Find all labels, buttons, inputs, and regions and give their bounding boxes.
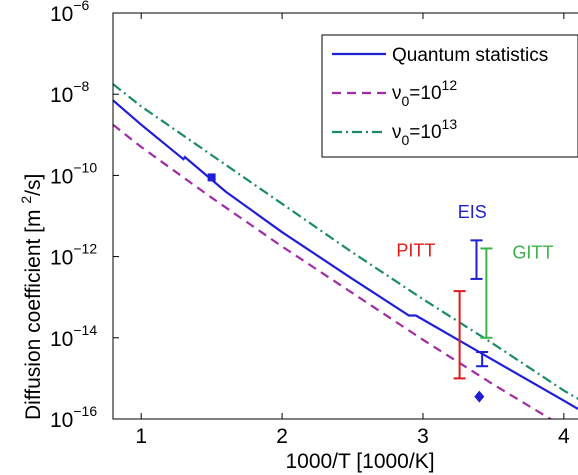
- plot-frame: [112, 12, 578, 420]
- error-bar-label-0: EIS: [458, 202, 487, 222]
- y-tick-label-4: 10−14: [50, 322, 97, 351]
- error-bar-1: [476, 351, 489, 368]
- y-tick-label-3: 10−12: [50, 241, 97, 270]
- diamond-point: [474, 390, 485, 403]
- y-tick-label-0: 10−6: [50, 0, 90, 26]
- y-axis-label: Diffusion coefficient [m 2/s]: [18, 174, 45, 420]
- error-bar-0: [470, 239, 483, 280]
- legend-label-nu13: ν0=1013: [392, 116, 457, 148]
- y-axis-label-sup: 2: [18, 196, 34, 204]
- error-bar-2: [453, 290, 466, 380]
- y-axis-label-main: Diffusion coefficient [m: [22, 204, 45, 420]
- x-axis-label: 1000/T [1000/K]: [285, 450, 434, 473]
- error-bar-3: [480, 247, 493, 339]
- x-tick-label-2: 3: [417, 425, 429, 448]
- y-tick-label-2: 10−10: [50, 159, 97, 188]
- y-axis-label-end: /s]: [22, 174, 45, 196]
- legend-label-nu12: ν0=1012: [392, 77, 457, 109]
- series-line-0: [113, 99, 578, 410]
- series-line-1: [113, 123, 553, 419]
- x-tick-label-0: 1: [135, 425, 147, 448]
- error-bar-label-2: PITT: [396, 241, 435, 261]
- series-line-2: [113, 83, 578, 401]
- error-bar-label-3: GITT: [512, 243, 553, 263]
- square-point: [207, 173, 216, 182]
- y-tick-label-1: 10−8: [50, 78, 90, 107]
- x-tick-label-1: 2: [276, 425, 288, 448]
- x-tick-label-3: 4: [558, 425, 570, 448]
- y-tick-label-5: 10−16: [50, 403, 97, 432]
- legend-label-quantum: Quantum statistics: [392, 45, 548, 66]
- legend-box: [321, 34, 578, 158]
- legend: Quantum statistics ν0=1012 ν0=1013: [321, 34, 578, 158]
